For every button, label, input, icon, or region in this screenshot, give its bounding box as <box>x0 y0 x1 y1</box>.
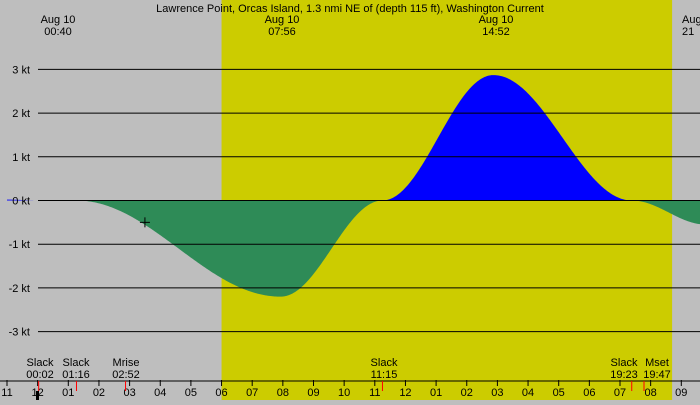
event-time: 19:23 <box>610 369 638 381</box>
x-tick-label: 06 <box>583 387 595 399</box>
x-tick-label: 05 <box>553 387 565 399</box>
event-label: Slack <box>63 357 90 369</box>
flood-current-area <box>7 75 700 201</box>
x-tick-label: 06 <box>215 387 227 399</box>
x-tick-label: 09 <box>307 387 319 399</box>
header-date-label: Aug 10 <box>41 14 76 26</box>
header-date-label: Aug 10 <box>265 14 300 26</box>
event-time: 02:52 <box>112 369 140 381</box>
event-labels: Slack00:02Slack01:16Mrise02:52Slack11:15… <box>26 357 671 381</box>
x-tick-label: 09 <box>675 387 687 399</box>
horizontal-grid-lines <box>38 68 700 333</box>
x-tick-label: 12 <box>399 387 411 399</box>
header-date-label: Aug <box>682 14 700 26</box>
y-tick-label: 1 kt <box>12 152 30 164</box>
x-tick-label: 08 <box>645 387 657 399</box>
y-axis-labels: 3 kt 2 kt 1 kt 0 kt -1 kt -2 kt -3 kt <box>9 64 30 338</box>
y-tick-label: -3 kt <box>9 327 30 339</box>
crosshair-marker <box>139 217 150 228</box>
event-time: 01:16 <box>62 369 90 381</box>
event-time: 00:02 <box>26 369 54 381</box>
x-tick-label: 07 <box>614 387 626 399</box>
x-tick-label: 11 <box>369 387 380 399</box>
x-tick-label: 04 <box>522 387 534 399</box>
header-time-label: 21 <box>682 26 694 38</box>
event-label: Slack <box>371 357 398 369</box>
event-label: Slack <box>27 357 54 369</box>
midnight-marker <box>36 391 39 400</box>
x-tick-label: 03 <box>123 387 135 399</box>
x-tick-label: 01 <box>430 387 442 399</box>
event-label: Mset <box>645 357 669 369</box>
y-tick-label: 3 kt <box>12 64 30 76</box>
y-tick-label: 2 kt <box>12 108 30 120</box>
event-label: Mrise <box>113 357 140 369</box>
x-tick-label: 03 <box>491 387 503 399</box>
x-tick-label: 08 <box>277 387 289 399</box>
event-label: Slack <box>611 357 638 369</box>
x-axis: 1112010203040506070809101112010203040506… <box>0 380 700 400</box>
x-tick-label: 02 <box>461 387 473 399</box>
x-tick-label: 11 <box>1 387 12 399</box>
x-tick-label: 07 <box>246 387 258 399</box>
header-time-label: 14:52 <box>482 26 510 38</box>
event-time: 11:15 <box>371 369 398 381</box>
header-time-label: 07:56 <box>268 26 296 38</box>
moon-markers <box>36 381 645 400</box>
chart-title: Lawrence Point, Orcas Island, 1.3 nmi NE… <box>156 3 544 15</box>
y-tick-label: -1 kt <box>9 239 30 251</box>
x-tick-label: 04 <box>154 387 166 399</box>
y-tick-label: -2 kt <box>9 283 30 295</box>
header-date-label: Aug 10 <box>479 14 514 26</box>
header-time-label: 00:40 <box>44 26 72 38</box>
x-tick-label: 01 <box>62 387 74 399</box>
y-tick-label: 0 kt <box>12 196 30 208</box>
x-axis-daylight-band <box>221 380 673 400</box>
x-tick-label: 10 <box>338 387 350 399</box>
event-time: 19:47 <box>643 369 671 381</box>
x-tick-label: 05 <box>185 387 197 399</box>
x-tick-label: 02 <box>93 387 105 399</box>
ebb-current-area <box>7 200 700 297</box>
